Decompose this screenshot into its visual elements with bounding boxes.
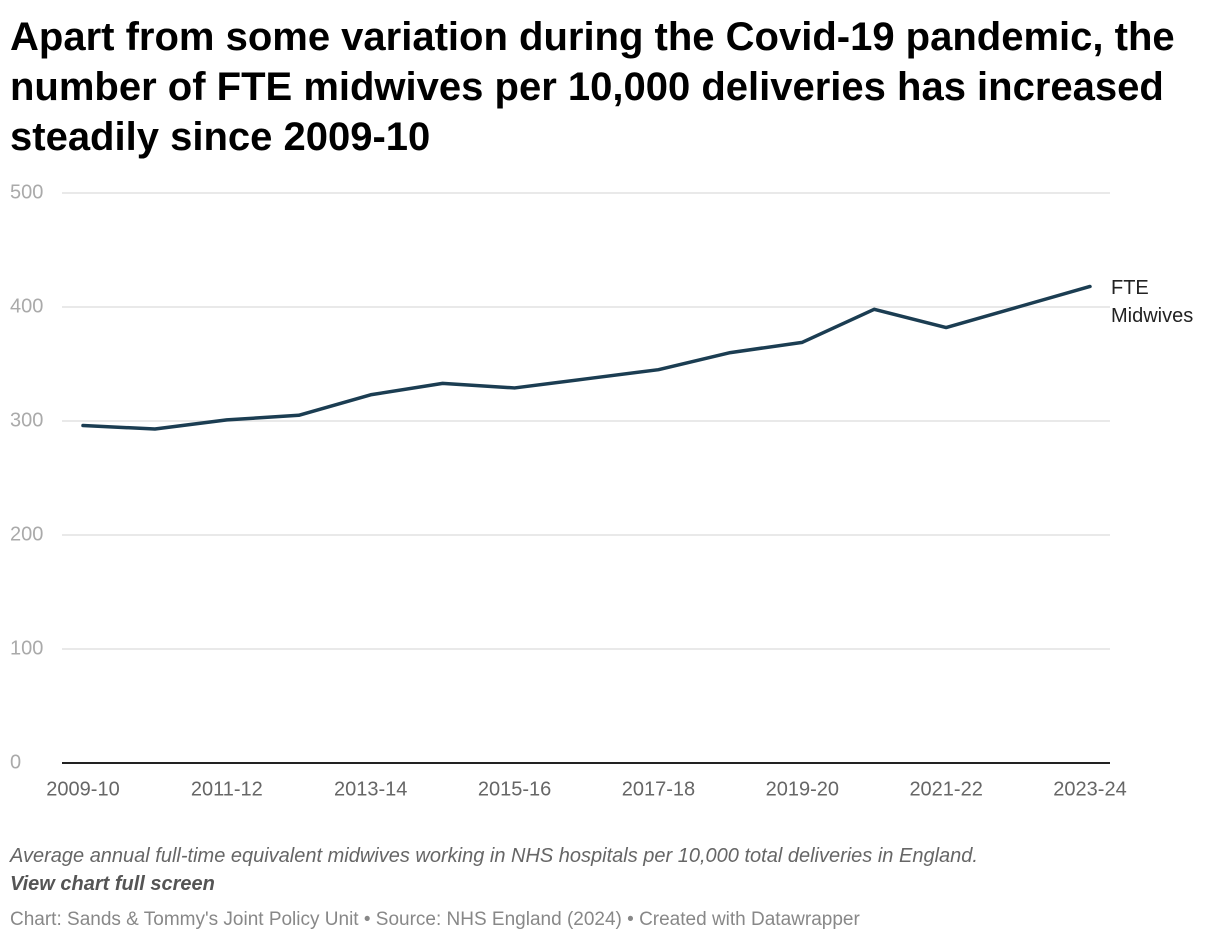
chart: 0 100 200 300 400 500 2009-10 2011-12 2013-14 201…: [10, 181, 1127, 800]
line: [81, 284, 1092, 431]
y-tick-label: 300: [10, 409, 43, 431]
x-tick-label: 2015-16: [478, 778, 551, 800]
x-tick-label: 2011-12: [191, 778, 263, 800]
y-tick-label: 100: [10, 637, 43, 659]
chart-title: Apart from some variation during the Cov…: [10, 15, 1175, 159]
series-label: FTE Midwives: [1111, 277, 1194, 327]
x-tick-label: 2023-24: [1053, 778, 1126, 800]
y-tick-label: 400: [10, 295, 43, 317]
x-tick-label: 2013-14: [334, 778, 407, 800]
x-tick-label: 2021-22: [909, 778, 982, 800]
footer: Chart: Sands & Tommy's Joint Policy Unit…: [10, 909, 860, 930]
y-tick-label: 0: [10, 751, 21, 773]
x-tick-label: 2009-10: [46, 778, 119, 800]
fullscreen-link[interactable]: View chart full screen: [10, 873, 215, 895]
y-tick-label: 500: [10, 181, 43, 203]
x-tick-label: 2017-18: [622, 778, 695, 800]
y-tick-label: 200: [10, 523, 43, 545]
description: Average annual full-time equivalent midw…: [10, 845, 978, 867]
x-tick-label: 2019-20: [766, 778, 839, 800]
